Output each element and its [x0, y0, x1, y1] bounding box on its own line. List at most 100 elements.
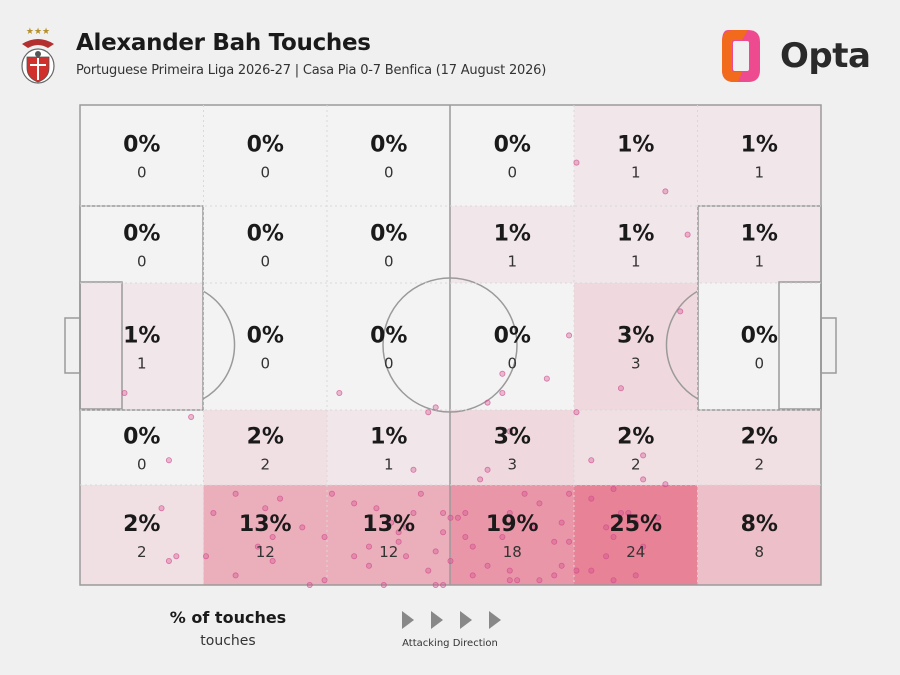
- touch-point: [484, 399, 491, 406]
- touch-point: [395, 538, 402, 545]
- touch-point: [677, 308, 684, 315]
- cell-count-r4-c6: 2: [754, 456, 764, 474]
- touch-point: [454, 514, 461, 521]
- heat-cell-r2-c2: [203, 206, 327, 283]
- cell-count-r2-c1: 0: [137, 253, 147, 271]
- cell-percent-r5-c6: 8%: [741, 512, 778, 537]
- touch-point: [262, 505, 269, 512]
- touch-point: [484, 466, 491, 473]
- heat-cell-r2-c6: [697, 206, 821, 283]
- cell-percent-r3-c2: 0%: [247, 324, 284, 349]
- heat-cell-r3-c4: [450, 283, 574, 410]
- heat-cell-r2-c3: [327, 206, 451, 283]
- touch-point: [432, 548, 439, 555]
- touch-point: [514, 577, 521, 584]
- touch-point: [462, 534, 469, 541]
- centre-circle: [382, 277, 518, 413]
- cell-count-r3-c2: 0: [260, 355, 270, 373]
- touch-point: [573, 409, 580, 416]
- touch-point: [551, 572, 558, 579]
- cell-percent-r2-c6: 1%: [741, 222, 778, 247]
- heat-cell-r3-c5: [574, 283, 698, 410]
- cell-count-r2-c5: 1: [631, 253, 641, 271]
- touch-point: [351, 500, 358, 507]
- cell-percent-r5-c5: 25%: [609, 512, 662, 537]
- touch-point: [640, 452, 647, 459]
- heat-cell-r5-c2: [203, 485, 327, 585]
- touch-point: [254, 543, 261, 550]
- cell-count-r5-c6: 8: [754, 543, 764, 561]
- cell-count-r4-c4: 3: [507, 456, 517, 474]
- touch-point: [654, 514, 661, 521]
- heat-cell-r1-c3: [327, 105, 451, 206]
- cell-percent-r4-c4: 3%: [494, 425, 531, 450]
- cell-labels: 0% 0 0% 0 0% 0 0% 0 1% 1 1% 1 0% 0 0% 0 0% 0 1% 1 1% 1 1% 1 1% 1 0…: [123, 133, 778, 562]
- cell-percent-r3-c1: 1%: [123, 324, 160, 349]
- touch-point: [269, 558, 276, 565]
- cell-count-r1-c2: 0: [260, 164, 270, 182]
- cell-count-r2-c2: 0: [260, 253, 270, 271]
- touch-point: [529, 524, 536, 531]
- heat-cell-r4-c2: [203, 410, 327, 485]
- touch-point: [410, 509, 417, 516]
- touch-point: [684, 231, 691, 238]
- touch-point: [232, 490, 239, 497]
- touch-point: [277, 495, 284, 502]
- cell-count-r3-c6: 0: [754, 355, 764, 373]
- cell-percent-r3-c5: 3%: [617, 324, 654, 349]
- touch-point: [573, 159, 580, 166]
- touch-point: [588, 457, 595, 464]
- heat-cell-r1-c2: [203, 105, 327, 206]
- right-penalty-arc: [665, 290, 699, 400]
- touch-point: [425, 409, 432, 416]
- touch-point: [499, 370, 506, 377]
- touch-point: [499, 389, 506, 396]
- cell-percent-r5-c4: 19%: [486, 512, 539, 537]
- cell-count-r3-c4: 0: [507, 355, 517, 373]
- cell-percent-r5-c2: 13%: [239, 512, 292, 537]
- pitch-lines: [64, 104, 837, 586]
- cell-percent-r2-c4: 1%: [494, 222, 531, 247]
- heat-cell-r2-c5: [574, 206, 698, 283]
- heat-cell-r5-c1: [80, 485, 204, 585]
- touch-point: [588, 567, 595, 574]
- cell-count-r3-c1: 1: [137, 355, 147, 373]
- cell-count-r4-c3: 1: [384, 456, 394, 474]
- touch-point: [365, 543, 372, 550]
- touch-point: [321, 577, 328, 584]
- touch-point: [158, 505, 165, 512]
- cell-percent-r1-c1: 0%: [123, 133, 160, 158]
- cell-percent-r4-c6: 2%: [741, 425, 778, 450]
- heat-cell-r5-c6: [697, 485, 821, 585]
- cell-count-r1-c4: 0: [507, 164, 517, 182]
- touch-point: [610, 577, 617, 584]
- touch-point: [432, 582, 439, 589]
- touch-point: [306, 582, 313, 589]
- touch-point: [499, 534, 506, 541]
- cell-percent-r2-c3: 0%: [370, 222, 407, 247]
- touch-point: [662, 481, 669, 488]
- page-title: Alexander Bah Touches: [76, 30, 371, 56]
- match-subtitle: Portuguese Primeira Liga 2026-27 | Casa …: [76, 63, 547, 78]
- touch-point: [566, 490, 573, 497]
- touch-point: [469, 543, 476, 550]
- touch-point: [440, 529, 447, 536]
- touch-point: [403, 524, 410, 531]
- cell-percent-r1-c3: 0%: [370, 133, 407, 158]
- touch-point: [388, 519, 395, 526]
- touch-point: [603, 553, 610, 560]
- cell-count-r2-c4: 1: [507, 253, 517, 271]
- heat-cell-r4-c6: [697, 410, 821, 485]
- touch-point: [506, 509, 513, 516]
- cell-percent-r3-c3: 0%: [370, 324, 407, 349]
- touch-point: [351, 553, 358, 560]
- touch-point: [506, 567, 513, 574]
- touch-point: [536, 500, 543, 507]
- touch-point: [610, 485, 617, 492]
- cell-count-r1-c1: 0: [137, 164, 147, 182]
- cell-percent-r1-c2: 0%: [247, 133, 284, 158]
- cell-count-r5-c5: 24: [626, 543, 645, 561]
- heat-cell-r1-c1: [80, 105, 204, 206]
- touch-point: [121, 389, 128, 396]
- heat-cell-r4-c5: [574, 410, 698, 485]
